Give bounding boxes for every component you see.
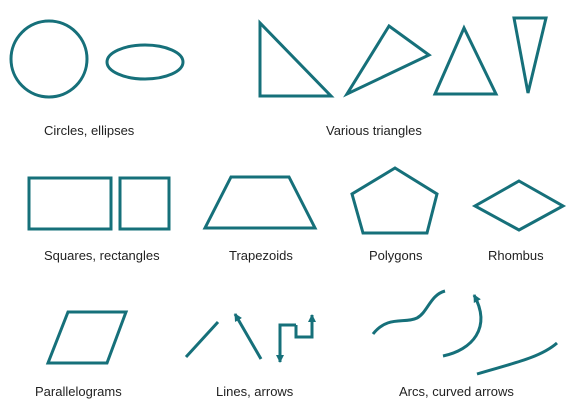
- right-triangle-shape: [258, 19, 335, 98]
- elbow-arrow-down-shape: [276, 323, 296, 363]
- lines-arrows-group: [184, 313, 316, 363]
- scalene-triangle-shape: [343, 23, 432, 98]
- squares-rectangles-group: [27, 176, 171, 231]
- wavy-arc-shape: [371, 289, 446, 335]
- elbow-arrow-up-shape: [294, 314, 316, 339]
- circles-ellipses-group: [9, 19, 185, 99]
- lines-arrows-label: Lines, arrows: [216, 384, 294, 399]
- rectangle-shape: [27, 176, 113, 231]
- parallelograms-label: Parallelograms: [35, 384, 122, 399]
- pentagon-shape: [350, 166, 439, 235]
- curved-arrow-shape: [442, 294, 483, 358]
- arcs-curved-arrows-group: [371, 289, 558, 376]
- polygons-label: Polygons: [369, 248, 423, 263]
- various-triangles-label: Various triangles: [326, 123, 422, 138]
- rhombus-shape: [471, 179, 567, 232]
- parallelogram-shape: [45, 310, 129, 365]
- curved-line-shape: [476, 341, 558, 376]
- trapezoid-shape: [202, 175, 318, 230]
- square-shape: [118, 176, 171, 231]
- isosceles-triangle-shape: [432, 24, 499, 96]
- circles-ellipses-label: Circles, ellipses: [44, 123, 135, 138]
- arrow-shape: [233, 313, 263, 360]
- line-shape: [184, 320, 220, 359]
- squares-rectangles-label: Squares, rectangles: [44, 248, 160, 263]
- circle-shape: [9, 19, 89, 99]
- triangles-group: [258, 16, 548, 98]
- rhombus-label: Rhombus: [488, 248, 544, 263]
- narrow-triangle-shape: [512, 16, 548, 94]
- trapezoids-label: Trapezoids: [229, 248, 293, 263]
- ellipse-shape: [105, 43, 185, 81]
- arcs-curved-arrows-label: Arcs, curved arrows: [399, 384, 514, 399]
